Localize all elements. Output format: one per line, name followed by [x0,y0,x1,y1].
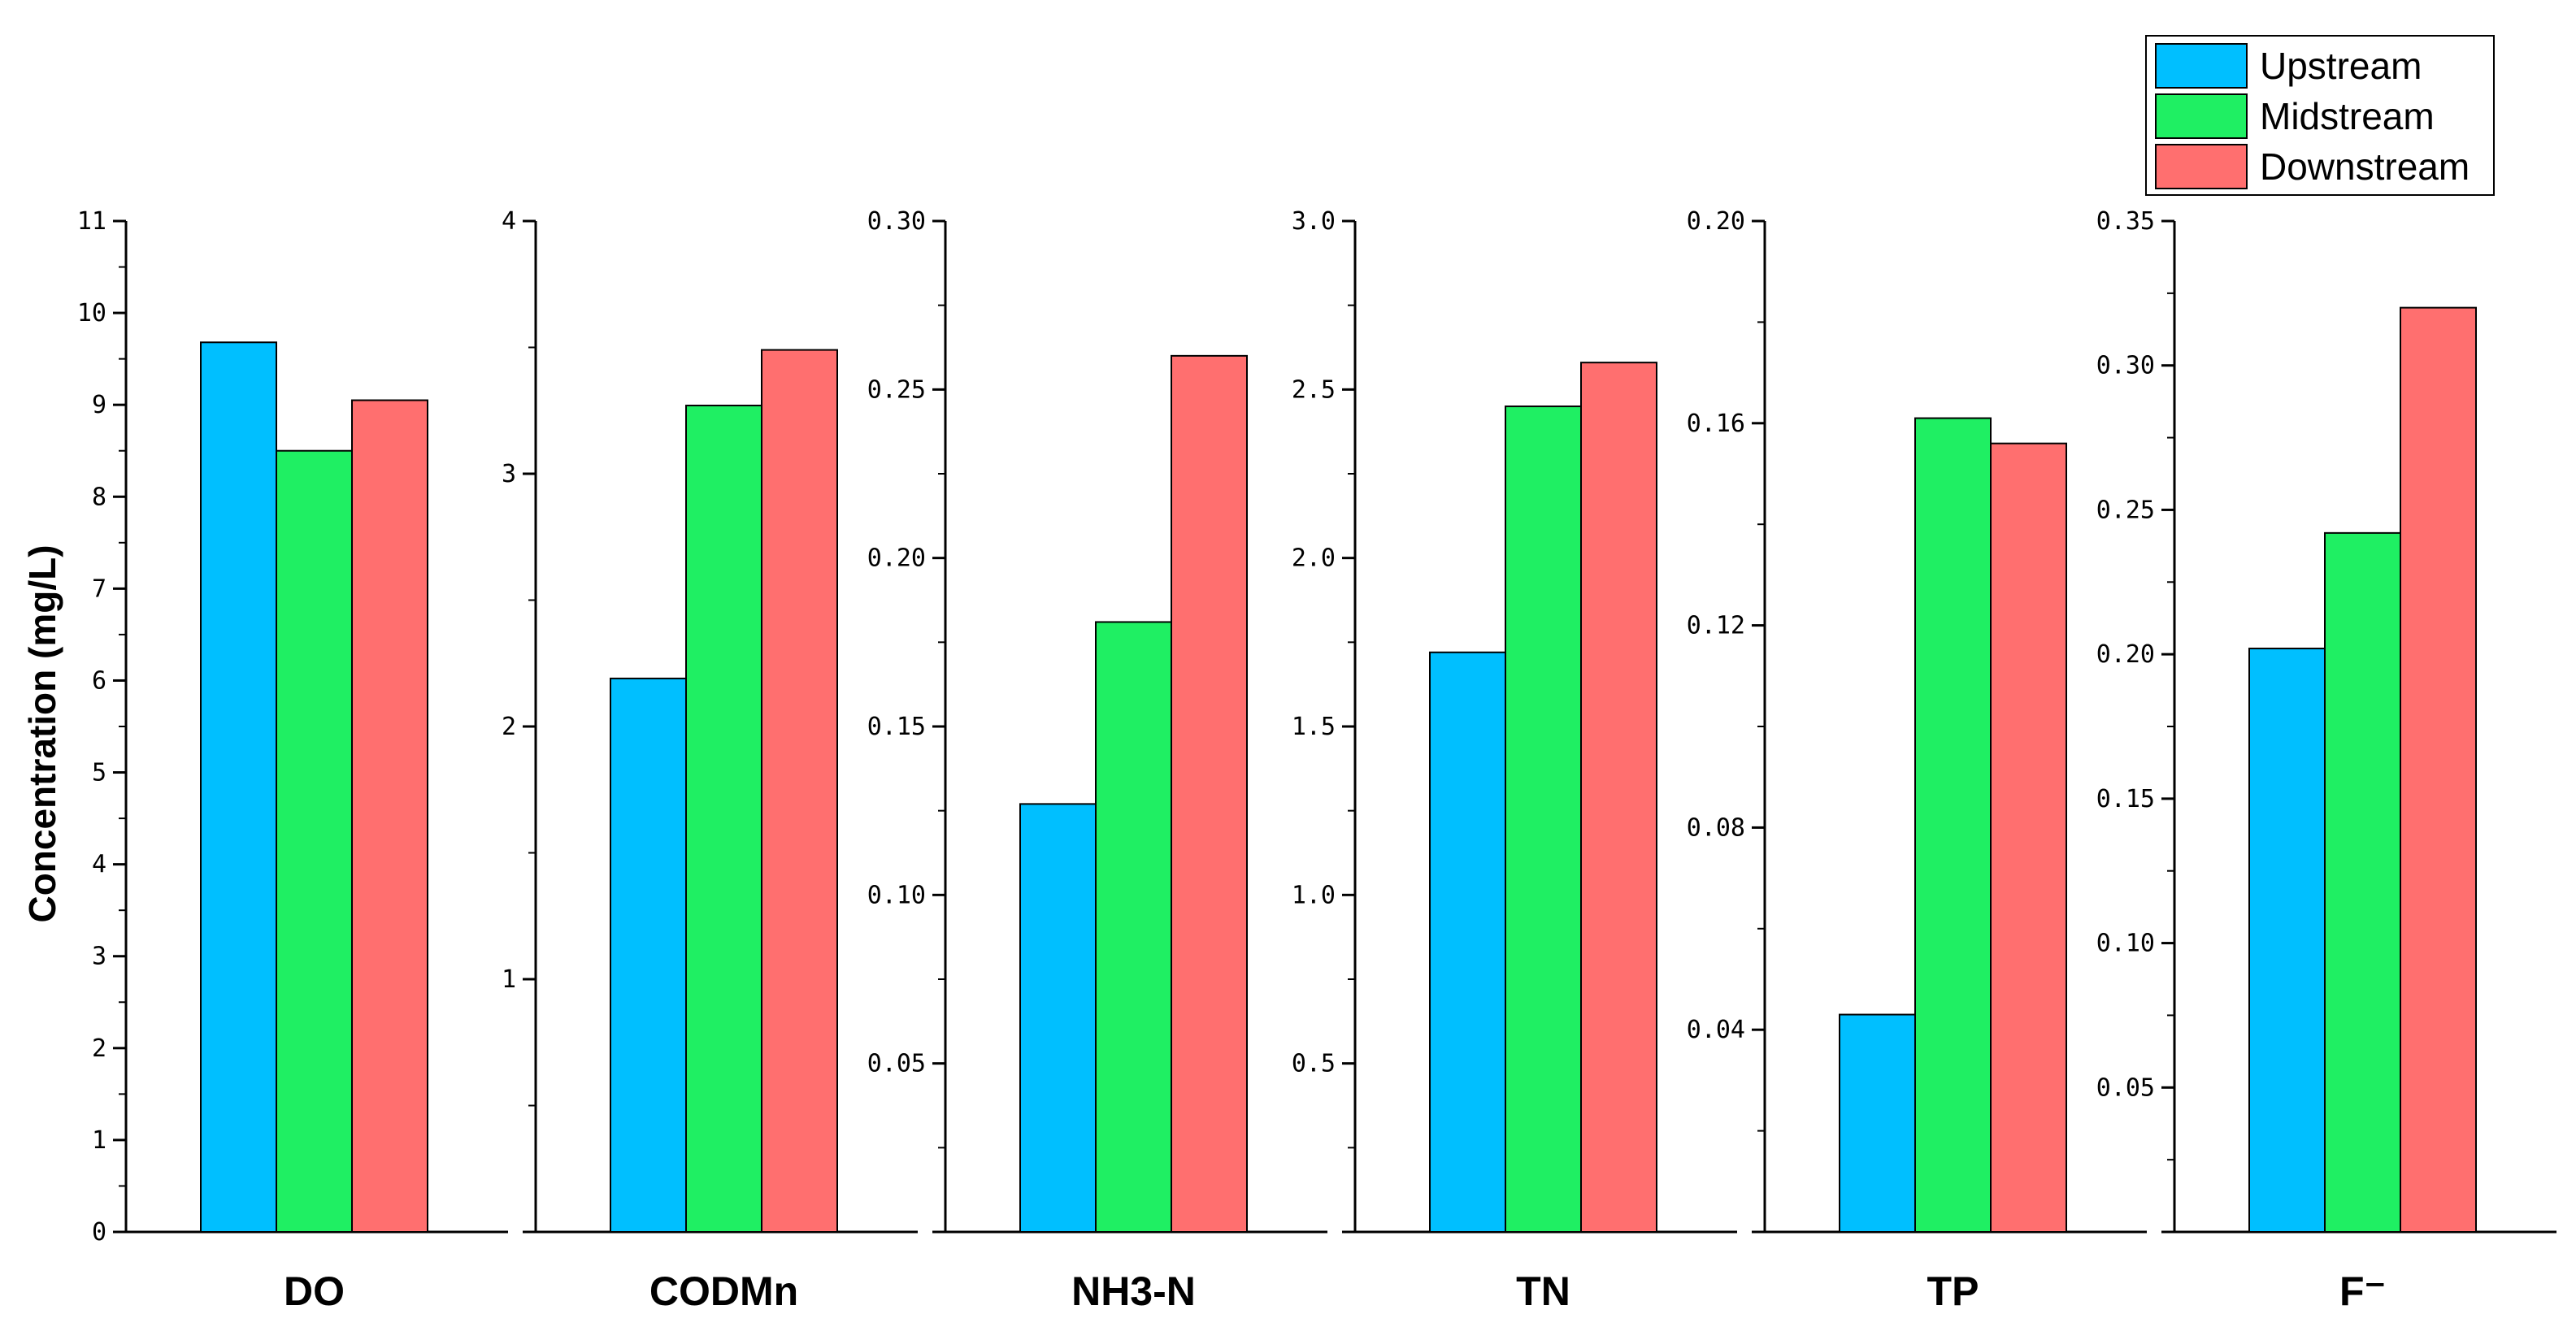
tick-label: 0.15 [2096,785,2155,813]
legend: Upstream Midstream Downstream [2145,35,2495,196]
tick-label: 8 [92,483,106,511]
tick-label: 0.20 [2096,640,2155,669]
tick-label: 5 [92,759,106,787]
tick-label: 0.10 [2096,930,2155,958]
bar-upstream [200,341,277,1233]
tick-label: 0 [92,1218,106,1247]
bar-upstream [2248,648,2326,1233]
tick-label: 0.10 [867,881,926,909]
panel-3: 0.05 0.10 0.15 0.20 0.25 0.30 NH3-N [867,207,1327,1314]
tick-label: 0.35 [2096,207,2155,236]
bar-downstream [1171,354,1248,1233]
legend-label-midstream: Midstream [2260,95,2435,137]
panel-5: 0.04 0.08 0.12 0.16 0.20 TP [1687,207,2147,1314]
category-label: F⁻ [2339,1268,2386,1314]
bar-downstream [1990,442,2067,1233]
tick-label: 0.16 [1687,410,1745,438]
tick-label: 0.30 [2096,352,2155,380]
tick-label: 7 [92,575,106,603]
bar-upstream [1019,803,1097,1233]
tick-label: 0.20 [867,544,926,573]
bar-midstream [1914,417,1992,1233]
tick-label: 3.0 [1292,207,1336,236]
legend-swatch-midstream [2155,93,2248,139]
category-label: TN [1516,1268,1570,1314]
tick-label: 0.30 [867,207,926,236]
tick-label: 3 [502,460,516,488]
tick-label: 1.0 [1292,881,1336,909]
bar-downstream [1580,362,1657,1233]
tick-label: 0.12 [1687,612,1745,640]
bar-upstream [610,677,687,1233]
bar-midstream [276,449,353,1233]
legend-swatch-downstream [2155,144,2248,189]
tick-label: 0.20 [1687,207,1745,236]
panel-6: 0.05 0.10 0.15 0.20 0.25 0.30 0.35 F⁻ [2096,207,2556,1314]
panel-1: 0 1 2 3 4 5 6 7 8 9 10 11 DO [77,207,508,1314]
tick-label: 0.5 [1292,1050,1336,1078]
tick-label: 2 [92,1034,106,1063]
tick-label: 0.15 [867,713,926,741]
tick-label: 2.5 [1292,375,1336,404]
panels: 0 1 2 3 4 5 6 7 8 9 10 11 DO 1 2 3 4 CODMn 0.05 0.10 0.15 0.2… [77,207,2556,1314]
tick-label: 6 [92,666,106,695]
category-label: NH3-N [1071,1268,1196,1314]
category-label: DO [284,1268,345,1314]
bar-downstream [351,399,428,1233]
tick-label: 4 [502,207,516,236]
tick-label: 1 [92,1126,106,1155]
legend-label-upstream: Upstream [2260,45,2422,87]
bar-midstream [685,405,762,1233]
bar-midstream [2324,531,2401,1233]
bar-upstream [1429,651,1506,1233]
tick-label: 0.08 [1687,813,1745,842]
bar-downstream [761,349,838,1233]
category-label: TP [1927,1268,1979,1314]
legend-swatch-upstream [2155,43,2248,89]
tick-label: 0.04 [1687,1016,1745,1044]
tick-label: 2.0 [1292,544,1336,573]
tick-label: 0.25 [2096,496,2155,524]
bar-midstream [1095,621,1172,1233]
tick-label: 2 [502,713,516,741]
tick-label: 10 [77,299,106,327]
legend-label-downstream: Downstream [2260,145,2470,188]
tick-label: 1.5 [1292,713,1336,741]
y-axis-label: Concentration (mg/L) [21,544,63,922]
panel-2: 1 2 3 4 CODMn [502,207,918,1314]
bar-midstream [1505,405,1582,1234]
tick-label: 0.05 [2096,1073,2155,1102]
tick-label: 0.05 [867,1050,926,1078]
tick-label: 1 [502,965,516,994]
tick-label: 0.25 [867,375,926,404]
tick-label: 4 [92,851,106,879]
bar-upstream [1839,1013,1916,1234]
tick-label: 3 [92,943,106,971]
bar-downstream [2400,306,2477,1234]
panel-4: 0.5 1.0 1.5 2.0 2.5 3.0 TN [1292,207,1737,1314]
tick-label: 9 [92,391,106,419]
category-label: CODMn [649,1268,798,1314]
tick-label: 11 [77,207,106,236]
